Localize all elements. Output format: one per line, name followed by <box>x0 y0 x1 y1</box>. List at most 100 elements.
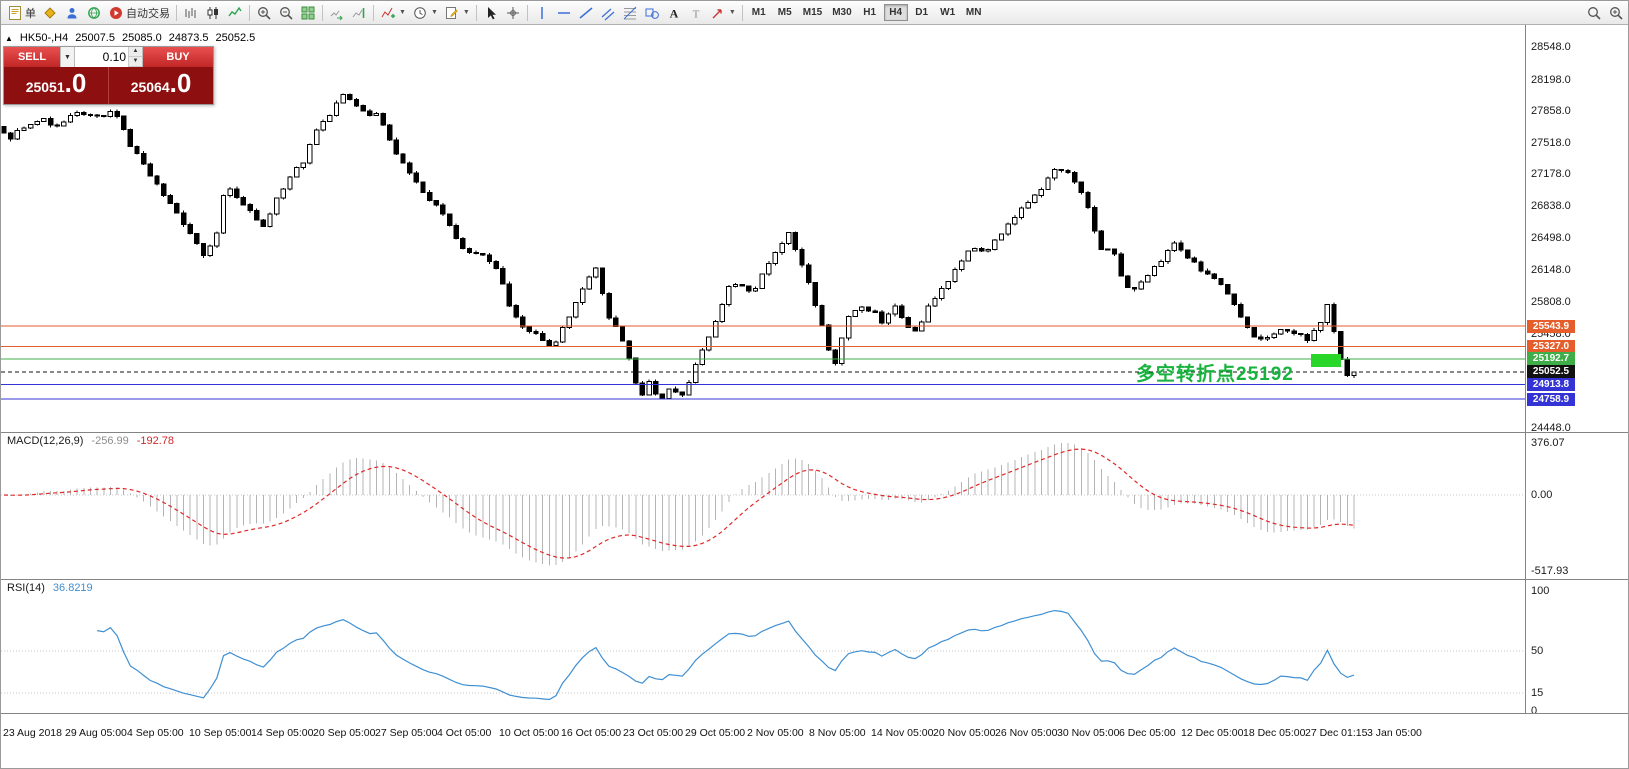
timeframe-mn-button[interactable]: MN <box>962 4 986 21</box>
toolbar-separator <box>176 4 177 21</box>
candlestick-chart-icon <box>205 5 221 21</box>
price-scale[interactable]: 28548.0 28198.0 27858.0 27518.0 27178.0 26838… <box>1525 25 1628 768</box>
macd-name: MACD(12,26,9) <box>7 435 84 447</box>
time-label: 4 Sep 05:00 <box>127 727 184 739</box>
chart-ohlc-header: ▲ HK50-,H4 25007.5 25085.0 24873.5 25052… <box>5 32 255 44</box>
volume-stepper: ▲ ▼ <box>128 47 142 67</box>
timeframe-h4-button[interactable]: H4 <box>883 4 908 21</box>
sell-button[interactable]: SELL <box>4 47 60 67</box>
buy-button[interactable]: BUY <box>143 47 213 67</box>
crosshair-button[interactable] <box>502 3 524 23</box>
chart-shift-button[interactable] <box>348 3 370 23</box>
equidistant-channel-button[interactable] <box>597 3 619 23</box>
macd-scale-label: 376.07 <box>1531 437 1565 449</box>
timeframe-d1-button[interactable]: D1 <box>910 4 934 21</box>
sell-price-pips: .0 <box>64 68 87 98</box>
macd-scale-label: 0.00 <box>1531 489 1553 501</box>
volume-down-button[interactable]: ▼ <box>129 57 142 67</box>
time-label: 3 Jan 05:00 <box>1367 727 1422 739</box>
trendline-icon <box>578 5 594 21</box>
price-tag: 25327.0 <box>1527 339 1575 353</box>
vertical-line-button[interactable] <box>531 3 553 23</box>
timeframe-m30-button[interactable]: M30 <box>828 4 855 21</box>
time-label: 27 Dec 01:15 <box>1305 727 1368 739</box>
timeframe-m5-button[interactable]: M5 <box>773 4 797 21</box>
shapes-button[interactable] <box>641 3 663 23</box>
time-label: 16 Oct 05:00 <box>561 727 622 739</box>
time-label: 14 Sep 05:00 <box>251 727 314 739</box>
indicators-button[interactable]: ▼ <box>377 3 409 23</box>
rsi-panel-divider[interactable] <box>1 579 1628 580</box>
annotation-box[interactable] <box>1311 354 1341 367</box>
text-button[interactable]: A <box>663 3 685 23</box>
navigator-icon <box>86 5 102 21</box>
time-label: 20 Nov 05:00 <box>933 727 996 739</box>
price-tick-label: 25808.0 <box>1531 295 1571 308</box>
market-watch-icon <box>64 5 80 21</box>
volume-up-button[interactable]: ▲ <box>129 47 142 57</box>
price-tick-label: 26838.0 <box>1531 199 1571 212</box>
equidistant-channel-icon <box>600 5 616 21</box>
arrows-button[interactable]: ▼ <box>707 3 739 23</box>
templates-icon <box>444 5 460 21</box>
symbol-marker-icon: ▲ <box>5 33 13 43</box>
price-tick-label: 26148.0 <box>1531 264 1571 276</box>
templates-button[interactable]: ▼ <box>441 3 473 23</box>
sell-price[interactable]: 25051.0 <box>4 67 108 104</box>
cursor-icon <box>483 5 499 21</box>
volume-field: ▲ ▼ <box>74 47 143 67</box>
bar-chart-button[interactable] <box>180 3 202 23</box>
volume-input[interactable] <box>75 47 128 67</box>
auto-scroll-button[interactable] <box>326 3 348 23</box>
horizontal-line-button[interactable] <box>553 3 575 23</box>
volume-options-button[interactable]: ▼ <box>60 47 74 67</box>
price-tick-label: 27178.0 <box>1531 168 1571 181</box>
periods-icon <box>412 5 428 21</box>
chart-zoom-button[interactable] <box>1605 3 1627 23</box>
search-button[interactable] <box>1583 3 1605 23</box>
timeframe-m1-button[interactable]: M1 <box>747 4 771 21</box>
new-order-button[interactable]: 单 <box>4 3 39 23</box>
fibonacci-button[interactable] <box>619 3 641 23</box>
autotrading-button[interactable]: 自动交易 <box>105 3 173 23</box>
charts-button[interactable] <box>39 3 61 23</box>
macd-panel-divider[interactable] <box>1 432 1628 433</box>
chart-canvas[interactable] <box>1 25 1525 769</box>
macd-signal-value: -192.78 <box>136 435 175 447</box>
price-tag: 25192.7 <box>1527 352 1575 366</box>
chart-window: 28548.0 28198.0 27858.0 27518.0 27178.0 26838… <box>1 25 1628 769</box>
line-chart-button[interactable] <box>224 3 246 23</box>
cursor-button[interactable] <box>480 3 502 23</box>
horizontal-line-icon <box>556 5 572 21</box>
candlestick-chart-button[interactable] <box>202 3 224 23</box>
timeframe-w1-button[interactable]: W1 <box>936 4 960 21</box>
search-icon <box>1586 5 1602 21</box>
auto-scroll-icon <box>329 5 345 21</box>
annotation-text[interactable]: 多空转折点25192 <box>1136 364 1294 385</box>
rsi-scale-label: 0 <box>1531 705 1538 717</box>
symbol-timeframe-label: HK50-,H4 <box>19 32 69 44</box>
zoom-out-button[interactable] <box>275 3 297 23</box>
time-label: 26 Nov 05:00 <box>995 727 1058 739</box>
tile-windows-button[interactable] <box>297 3 319 23</box>
bar-chart-icon <box>183 5 199 21</box>
toolbar: 单自动交易 ▼ ▼ ▼ A T ▼ M1 M5 M15 M30 H1 H4 D1 W1 MN <box>1 1 1628 25</box>
zoom-in-button[interactable] <box>253 3 275 23</box>
price-tick-label: 28548.0 <box>1531 41 1571 53</box>
market-watch-button[interactable] <box>61 3 83 23</box>
one-click-trading-panel: SELL ▼ ▲ ▼ BUY 25051.0 25064.0 <box>3 46 214 105</box>
buy-price[interactable]: 25064.0 <box>108 67 213 104</box>
tile-windows-icon <box>300 5 316 21</box>
toolbar-separator <box>373 4 374 21</box>
navigator-button[interactable] <box>83 3 105 23</box>
toolbar-separator <box>741 4 743 21</box>
timeframe-h1-button[interactable]: H1 <box>858 4 882 21</box>
periods-button[interactable]: ▼ <box>409 3 441 23</box>
line-chart-icon <box>227 5 243 21</box>
time-axis[interactable]: 23 Aug 2018 29 Aug 05:00 4 Sep 05:00 10 Sep… <box>1 714 1628 768</box>
timeframe-m15-button[interactable]: M15 <box>799 4 826 21</box>
text-label-button[interactable]: T <box>685 3 707 23</box>
shapes-icon <box>644 5 660 21</box>
toolbar-separator <box>526 4 528 21</box>
trendline-button[interactable] <box>575 3 597 23</box>
